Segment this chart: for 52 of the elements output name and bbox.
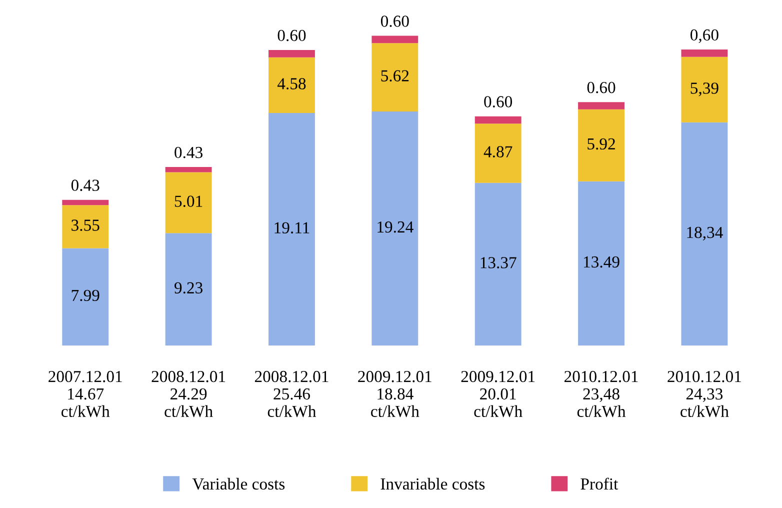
data-label: 0,60 (690, 29, 718, 43)
bar (372, 111, 418, 346)
data-label: 0.43 (71, 180, 100, 191)
bar (372, 43, 418, 112)
bar (372, 36, 418, 44)
bar (62, 205, 109, 248)
bar (62, 200, 109, 206)
bar (165, 172, 212, 234)
data-label: 19.24 (378, 221, 414, 233)
bar (578, 181, 624, 346)
x-tick-label: 2010.12.01 24,33 ct/kWh (668, 370, 741, 418)
legend-label: Variable costs (192, 478, 285, 490)
x-tick-label: 2009.12.01 18.84 ct/kWh (358, 370, 432, 418)
data-label: 3.55 (72, 220, 100, 231)
bar (578, 102, 624, 110)
bar (681, 56, 728, 122)
data-label: 7.99 (72, 290, 100, 302)
bar (474, 124, 522, 183)
x-tick-label: 2008.12.01 24.29 ct/kWh (152, 370, 226, 418)
bar (681, 50, 728, 57)
bar (165, 233, 212, 346)
data-label: 0.60 (278, 30, 306, 42)
bar (165, 167, 212, 172)
x-tick-label: 2010.12.01 23,48 ct/kWh (564, 370, 638, 418)
bar (268, 50, 315, 58)
data-label: 5.01 (174, 196, 202, 207)
x-tick-label: 2008.12.01 25.46 ct/kWh (254, 370, 328, 418)
bar (268, 113, 315, 346)
data-label: 0.60 (587, 82, 616, 94)
data-label: 9.23 (174, 282, 202, 294)
data-label: 5,39 (690, 82, 718, 96)
data-label: 13.37 (480, 257, 516, 268)
bar (681, 122, 728, 346)
bar (62, 248, 109, 346)
data-label: 19.11 (274, 222, 310, 234)
data-label: 13.49 (584, 256, 620, 268)
data-label: 18,34 (687, 226, 723, 240)
data-label: 5.62 (381, 70, 409, 82)
bar (474, 182, 522, 346)
data-label: 5.92 (588, 138, 615, 150)
data-label: 0.60 (380, 16, 409, 27)
data-label: 0.43 (174, 146, 202, 158)
legend-label: Invariable costs (380, 478, 485, 490)
bar (268, 57, 315, 114)
data-label: 4.87 (484, 146, 512, 158)
data-label: 4.58 (277, 78, 306, 90)
x-tick-label: 2007.12.01 14.67 ct/kWh (48, 370, 122, 418)
bar (474, 116, 522, 124)
bar (578, 109, 624, 182)
data-label: 0.60 (484, 96, 512, 108)
legend-label: Profit (580, 478, 618, 490)
x-tick-label: 2009.12.01 20.01 ct/kWh (461, 370, 535, 418)
